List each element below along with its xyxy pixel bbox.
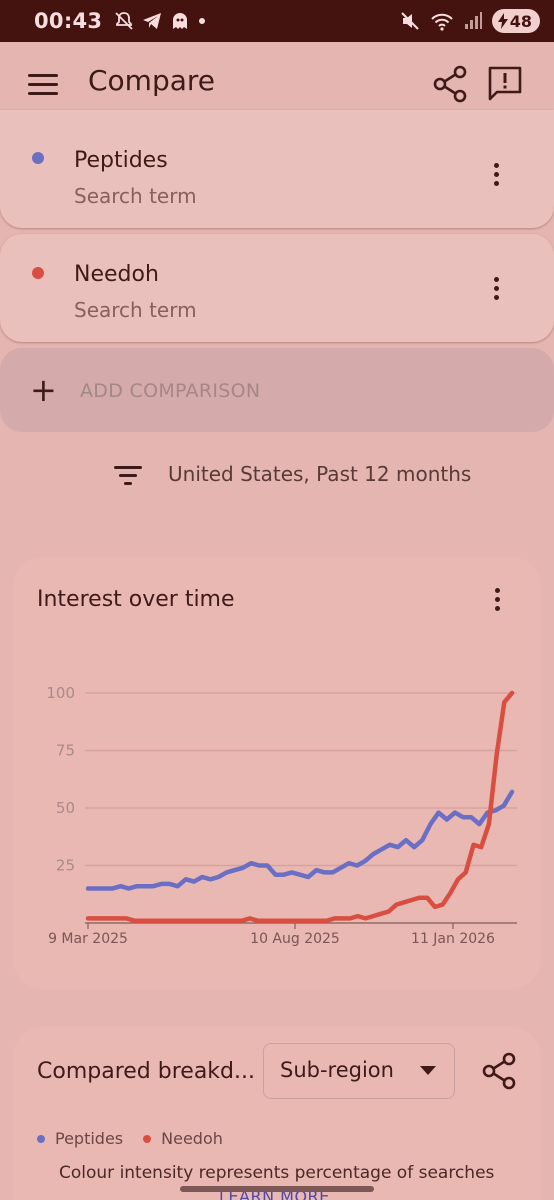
region-dropdown[interactable]: Sub-region: [263, 1043, 455, 1099]
battery-level: 48: [509, 11, 532, 31]
term-color-dot: [32, 152, 44, 164]
share-icon[interactable]: [432, 64, 468, 104]
mute-icon: [401, 12, 419, 30]
app-bar: Compare: [0, 42, 554, 126]
term-color-dot: [32, 267, 44, 279]
y-tick-label: 100: [46, 684, 75, 702]
term-options-icon[interactable]: [486, 160, 506, 192]
status-time: 00:43: [34, 9, 103, 33]
charging-bolt-icon: [497, 13, 508, 29]
term-card-peptides[interactable]: Peptides Search term: [0, 110, 554, 228]
more-notifications-dot-icon: [199, 18, 206, 24]
term-card-needoh[interactable]: Needoh Search term: [0, 234, 554, 342]
term-type: Search term: [74, 184, 197, 208]
ghost-app-icon: [173, 13, 188, 29]
menu-icon[interactable]: [26, 72, 60, 98]
term-options-icon[interactable]: [486, 274, 506, 306]
home-indicator[interactable]: [180, 1186, 374, 1192]
filter-icon: [114, 466, 142, 485]
term-type: Search term: [74, 298, 197, 322]
intensity-note: Colour intensity represents percentage o…: [59, 1163, 495, 1183]
notifications-off-icon: [115, 12, 133, 30]
breakdown-title: Compared breakd...: [37, 1059, 255, 1084]
dropdown-arrow-icon: [420, 1066, 436, 1075]
y-tick-label: 50: [56, 799, 75, 817]
telegram-icon: [143, 13, 162, 29]
chart-options-icon[interactable]: [487, 585, 507, 617]
legend-dot: [37, 1134, 45, 1143]
signal-icon: [464, 12, 482, 29]
region-dropdown-value: Sub-region: [280, 1058, 394, 1082]
battery-indicator: 48: [491, 9, 540, 33]
wifi-icon: [431, 13, 453, 31]
share-icon[interactable]: [481, 1051, 517, 1091]
system-icons: 48: [400, 9, 540, 33]
add-comparison-button[interactable]: + ADD COMPARISON: [0, 348, 554, 432]
filter-row[interactable]: United States, Past 12 months: [0, 456, 554, 496]
plus-icon: +: [30, 371, 57, 409]
chart-title: Interest over time: [37, 587, 235, 612]
legend-item-peptides: Peptides: [37, 1129, 123, 1148]
x-tick-label: 10 Aug 2025: [250, 931, 340, 947]
legend-dot: [143, 1134, 152, 1143]
interest-chart: 100 75 50 25 9 Mar 2025 10 Aug 2025 11 Jan 202…: [46, 684, 517, 947]
x-tick-label: 9 Mar 2025: [48, 931, 128, 947]
add-comparison-label: ADD COMPARISON: [80, 380, 261, 402]
page-title: Compare: [88, 64, 216, 97]
term-name: Peptides: [74, 148, 168, 173]
legend-item-needoh: Needoh: [143, 1129, 223, 1148]
legend-label: Needoh: [161, 1129, 223, 1148]
y-tick-label: 75: [56, 742, 75, 760]
feedback-icon[interactable]: [486, 64, 524, 104]
status-bar: 00:43: [0, 0, 554, 42]
term-name: Needoh: [74, 262, 159, 287]
series-line-peptides: [85, 789, 515, 891]
x-tick-label: 11 Jan 2026: [411, 931, 495, 947]
interest-over-time-card: Interest over time 100 75 50 25 9 Mar 2025 10…: [13, 557, 541, 989]
notification-icons: [114, 11, 206, 31]
compared-breakdown-card: Compared breakd... Sub-region Peptides N…: [13, 1027, 541, 1200]
series-line-needoh: [85, 690, 515, 923]
y-tick-label: 25: [56, 857, 75, 875]
legend-label: Peptides: [55, 1129, 124, 1148]
breakdown-legend: Peptides Needoh: [37, 1129, 223, 1148]
filter-summary: United States, Past 12 months: [168, 462, 472, 486]
